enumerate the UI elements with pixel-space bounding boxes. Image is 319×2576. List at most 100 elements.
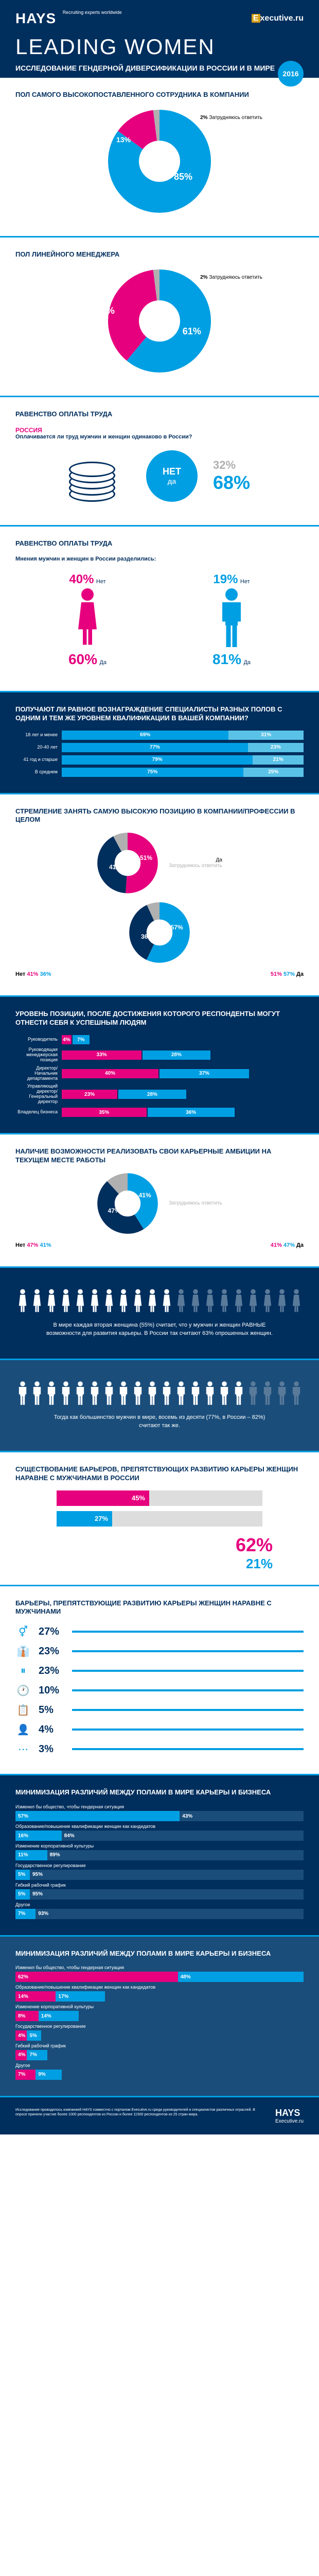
- s8-title: НАЛИЧИЕ ВОЗМОЖНОСТИ РЕАЛИЗОВАТЬ СВОИ КАР…: [15, 1147, 304, 1165]
- executive-logo: Executive.ru: [252, 14, 304, 23]
- s5-title: ПОЛУЧАЮТ ЛИ РАВНОЕ ВОЗНАГРАЖДЕНИЕ СПЕЦИА…: [15, 705, 304, 723]
- main-title: LEADING WOMEN: [15, 35, 304, 59]
- legend-dk2: 2% Затрудняюсь ответить: [200, 275, 262, 281]
- min-bar-row: Изменение корпоративной культуры 8% 14%: [15, 2005, 304, 2021]
- hbar-row: 18 лет и менее 69% 31%: [15, 731, 304, 740]
- s12-title: БАРЬЕРЫ, ПРЕПЯТСТВУЮЩИЕ РАЗВИТИЮ КАРЬЕРЫ…: [15, 1599, 304, 1617]
- barrier-row: 👤 4%: [15, 1722, 304, 1737]
- pct-62: 62%: [15, 1534, 273, 1556]
- min-bar-row: Гибкий рабочий график 4% 7%: [15, 2044, 304, 2060]
- min-bar-row: Гибкий рабочий график 5% 95%: [15, 1883, 304, 1900]
- section-pay-equality-russia: РАВЕНСТВО ОПЛАТЫ ТРУДА РОССИЯ Оплачивает…: [0, 397, 319, 527]
- logos-row: HAYS Recruiting experts worldwide Execut…: [15, 10, 304, 27]
- footer: Исследование проводилось компанией HAYS …: [0, 2097, 319, 2134]
- year-badge: 2016: [278, 61, 304, 87]
- section-success-level: УРОВЕНЬ ПОЗИЦИИ, ПОСЛЕ ДОСТИЖЕНИЯ КОТОРО…: [0, 997, 319, 1134]
- pct-37: 37%: [96, 306, 115, 316]
- s13-title: МИНИМИЗАЦИЯ РАЗЛИЧИЙ МЕЖДУ ПОЛАМИ В МИРЕ…: [15, 1788, 304, 1797]
- barrier-icon: 🕐: [15, 1683, 31, 1698]
- yes-no-circle: НЕТда: [146, 450, 198, 502]
- svg-text:57%: 57%: [171, 924, 183, 931]
- hays-logo: HAYS Recruiting experts worldwide: [15, 10, 122, 27]
- barrier-icon: 👤: [15, 1722, 31, 1737]
- section-barriers-exist: СУЩЕСТВОВАНИЕ БАРЬЕРОВ, ПРЕПЯТСТВУЮЩИХ Р…: [0, 1452, 319, 1586]
- section-barriers-list: БАРЬЕРЫ, ПРЕПЯТСТВУЮЩИЕ РАЗВИТИЮ КАРЬЕРЫ…: [0, 1586, 319, 1776]
- s3-q: Оплачивается ли труд мужчин и женщин оди…: [15, 434, 304, 440]
- donut-m: 57% 36%: [129, 902, 190, 963]
- barrier-row: 📋 5%: [15, 1702, 304, 1718]
- s11-title: СУЩЕСТВОВАНИЕ БАРЬЕРОВ, ПРЕПЯТСТВУЮЩИХ Р…: [15, 1465, 304, 1483]
- section-equal-pay-by-age: ПОЛУЧАЮТ ЛИ РАВНОЕ ВОЗНАГРАЖДЕНИЕ СПЕЦИА…: [0, 692, 319, 794]
- footer-logos: HAYS Executive.ru: [275, 2108, 304, 2124]
- section-minimize-2: МИНИМИЗАЦИЯ РАЗЛИЧИЙ МЕЖДУ ПОЛАМИ В МИРЕ…: [0, 1937, 319, 2097]
- female-grid-icon: [15, 1289, 304, 1313]
- yn-summary: Нет 41% 36% 51% 57% Да: [15, 971, 304, 977]
- svg-text:41%: 41%: [139, 1192, 151, 1199]
- barrier-icon: ⏸: [15, 1663, 31, 1679]
- s7-title: УРОВЕНЬ ПОЗИЦИИ, ПОСЛЕ ДОСТИЖЕНИЯ КОТОРО…: [15, 1010, 304, 1027]
- section-line-manager-gender: ПОЛ ЛИНЕЙНОГО МЕНЕДЖЕРА 61% 37% 2% Затру…: [0, 238, 319, 397]
- s8-yn: Нет 47% 41% 41% 47% Да: [15, 1242, 304, 1248]
- barrier-row: ⏸ 23%: [15, 1663, 304, 1679]
- pct-85: 85%: [174, 172, 192, 182]
- s3-title: РАВЕНСТВО ОПЛАТЫ ТРУДА: [15, 410, 304, 419]
- footer-text: Исследование проводилось компанией HAYS …: [15, 2108, 268, 2117]
- svg-text:36%: 36%: [141, 933, 153, 940]
- hbar-row: Руководящая менеджерская позиция 33% 28%: [15, 1047, 304, 1063]
- hbar-row: Руководитель 4% 7%: [15, 1035, 304, 1044]
- female-icon: [72, 587, 103, 649]
- pct-col: 32% 68%: [213, 459, 250, 494]
- min-bar-row: Государственное регулирование 5% 95%: [15, 1863, 304, 1880]
- barrier-row: ⋯ 3%: [15, 1741, 304, 1757]
- barrier-row: 🕐 10%: [15, 1683, 304, 1698]
- section-top-employee-gender: ПОЛ САМОГО ВЫСОКОПОСТАВЛЕННОГО СОТРУДНИК…: [0, 78, 319, 238]
- male-col: 19% Нет 81% Да: [212, 572, 251, 668]
- s4-q: Мнения мужчин и женщин в России разделил…: [15, 556, 304, 562]
- min-bar-row: Образование/повышение квалификации женщи…: [15, 1985, 304, 2002]
- svg-text:41%: 41%: [109, 863, 121, 871]
- min-bar-row: Другое 7% 93%: [15, 1903, 304, 1919]
- s4-title: РАВЕНСТВО ОПЛАТЫ ТРУДА: [15, 539, 304, 548]
- min-bar-row: Изменил бы общество, чтобы гендерная сит…: [15, 1965, 304, 1982]
- s2-title: ПОЛ ЛИНЕЙНОГО МЕНЕДЖЕРА: [15, 250, 304, 259]
- min-bar-row: Образование/повышение квалификации женщи…: [15, 1824, 304, 1841]
- male-icon: [216, 587, 247, 649]
- hbar-row: Директор/Начальник департамента 40% 37%: [15, 1066, 304, 1081]
- donut-chart-1: [108, 110, 211, 213]
- min-bar-row: Изменение корпоративной культуры 11% 89%: [15, 1844, 304, 1860]
- section-minimize-1: МИНИМИЗАЦИЯ РАЗЛИЧИЙ МЕЖДУ ПОЛАМИ В МИРЕ…: [0, 1775, 319, 1936]
- pct-21: 21%: [15, 1556, 273, 1572]
- subtitle: ИССЛЕДОВАНИЕ ГЕНДЕРНОЙ ДИВЕРСИФИКАЦИИ В …: [15, 63, 304, 73]
- s10-text: Тогда как большинство мужчин в мире, вос…: [44, 1413, 275, 1430]
- hbar-row: 41 год и старше 79% 21%: [15, 755, 304, 765]
- s14-title: МИНИМИЗАЦИЯ РАЗЛИЧИЙ МЕЖДУ ПОЛАМИ В МИРЕ…: [15, 1950, 304, 1958]
- min-bar-row: Государственное регулирование 4% 5%: [15, 2024, 304, 2041]
- hbar-row: Управляющий директор/Генеральный директо…: [15, 1084, 304, 1105]
- section-world-men-77: Тогда как большинство мужчин в мире, вос…: [0, 1360, 319, 1452]
- svg-text:51%: 51%: [140, 854, 152, 861]
- section-career-ambition-current: НАЛИЧИЕ ВОЗМОЖНОСТИ РЕАЛИЗОВАТЬ СВОИ КАР…: [0, 1134, 319, 1268]
- legend-dk: 2% Затрудняюсь ответить: [200, 115, 262, 121]
- header: HAYS Recruiting experts worldwide Execut…: [0, 0, 319, 78]
- female-col: 40% Нет 60% Да: [68, 572, 107, 668]
- barrier-icon: 📋: [15, 1702, 31, 1718]
- min-bar-row: Другое 7% 9%: [15, 2063, 304, 2080]
- svg-text:47%: 47%: [108, 1207, 120, 1214]
- hbar-row: В среднем 75% 25%: [15, 768, 304, 777]
- s1-title: ПОЛ САМОГО ВЫСОКОПОСТАВЛЕННОГО СОТРУДНИК…: [15, 91, 304, 99]
- section-pay-opinion-split: РАВЕНСТВО ОПЛАТЫ ТРУДА Мнения мужчин и ж…: [0, 527, 319, 692]
- section-world-women-55: В мире каждая вторая женщина (55%) счита…: [0, 1268, 319, 1360]
- donut-f: 51% 41%: [97, 832, 158, 894]
- barrier-row: 👔 23%: [15, 1643, 304, 1659]
- barrier-row: ⚥ 27%: [15, 1624, 304, 1639]
- russia-tag: РОССИЯ: [15, 427, 304, 434]
- pct-13: 13%: [116, 135, 131, 144]
- hbar-row: 20-40 лет 77% 23%: [15, 743, 304, 752]
- barrier-icon: 👔: [15, 1643, 31, 1659]
- donut-s8: 41% 47%: [97, 1173, 158, 1234]
- s6-title: СТРЕМЛЕНИЕ ЗАНЯТЬ САМУЮ ВЫСОКУЮ ПОЗИЦИЮ …: [15, 807, 304, 825]
- barrier-icon: ⚥: [15, 1624, 31, 1639]
- section-ambition: СТРЕМЛЕНИЕ ЗАНЯТЬ САМУЮ ВЫСОКУЮ ПОЗИЦИЮ …: [0, 794, 319, 997]
- donut-chart-2: [108, 269, 211, 372]
- min-bar-row: Изменил бы общество, чтобы гендерная сит…: [15, 1805, 304, 1821]
